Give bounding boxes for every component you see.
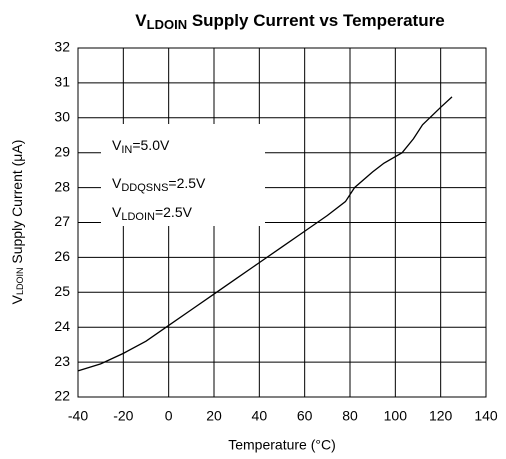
x-tick-label: 20 — [206, 408, 222, 424]
y-tick-label: 29 — [54, 143, 70, 159]
annotation-main: V — [112, 204, 122, 220]
annotation: VLDOIN=2.5V — [112, 204, 193, 223]
annotation-sub: LDOIN — [121, 211, 155, 223]
y-label-rest: Supply Current (μA) — [9, 140, 25, 268]
y-axis-label: VLDOIN Supply Current (μA) — [9, 140, 26, 305]
annotation-main: V — [112, 137, 122, 153]
title-main: V — [135, 11, 147, 30]
y-label-sub: LDOIN — [15, 268, 25, 296]
annotation-rest: =2.5V — [168, 175, 206, 191]
y-tick-label: 22 — [54, 388, 70, 404]
y-tick-label: 27 — [54, 213, 70, 229]
x-tick-label: 100 — [384, 408, 408, 424]
annotation-main: V — [112, 175, 122, 191]
title-rest: Supply Current vs Temperature — [187, 11, 445, 30]
y-label-main: V — [9, 294, 25, 304]
y-tick-label: 26 — [54, 248, 70, 264]
title-sub: LDOIN — [147, 17, 187, 32]
y-tick-label: 32 — [54, 39, 70, 55]
x-tick-label: 40 — [252, 408, 268, 424]
x-tick-label: 80 — [342, 408, 358, 424]
plot-border — [77, 47, 487, 398]
y-tick-label: 25 — [54, 283, 70, 299]
y-tick-label: 24 — [54, 318, 70, 334]
data-line — [77, 96, 453, 372]
annotation: VIN=5.0V — [112, 137, 170, 156]
x-tick-label: -40 — [68, 408, 88, 424]
x-tick-label: 0 — [165, 408, 173, 424]
annotation-rest: =5.0V — [132, 137, 170, 153]
annotation-box — [101, 124, 265, 226]
y-tick-label: 23 — [54, 353, 70, 369]
x-tick-label: 140 — [474, 408, 498, 424]
x-tick-label: 120 — [429, 408, 453, 424]
y-tick-label: 28 — [54, 178, 70, 194]
x-tick-label: -20 — [113, 408, 133, 424]
x-axis-label: Temperature (°C) — [228, 437, 336, 453]
annotation: VDDQSNS=2.5V — [112, 175, 206, 194]
y-tick-label: 31 — [54, 74, 70, 90]
chart-title: VLDOIN Supply Current vs Temperature — [135, 11, 444, 32]
annotation-sub: DDQSNS — [121, 182, 168, 194]
annotation-sub: IN — [121, 144, 132, 156]
x-tick-label: 60 — [297, 408, 313, 424]
y-tick-label: 30 — [54, 109, 70, 125]
annotation-rest: =2.5V — [155, 204, 193, 220]
